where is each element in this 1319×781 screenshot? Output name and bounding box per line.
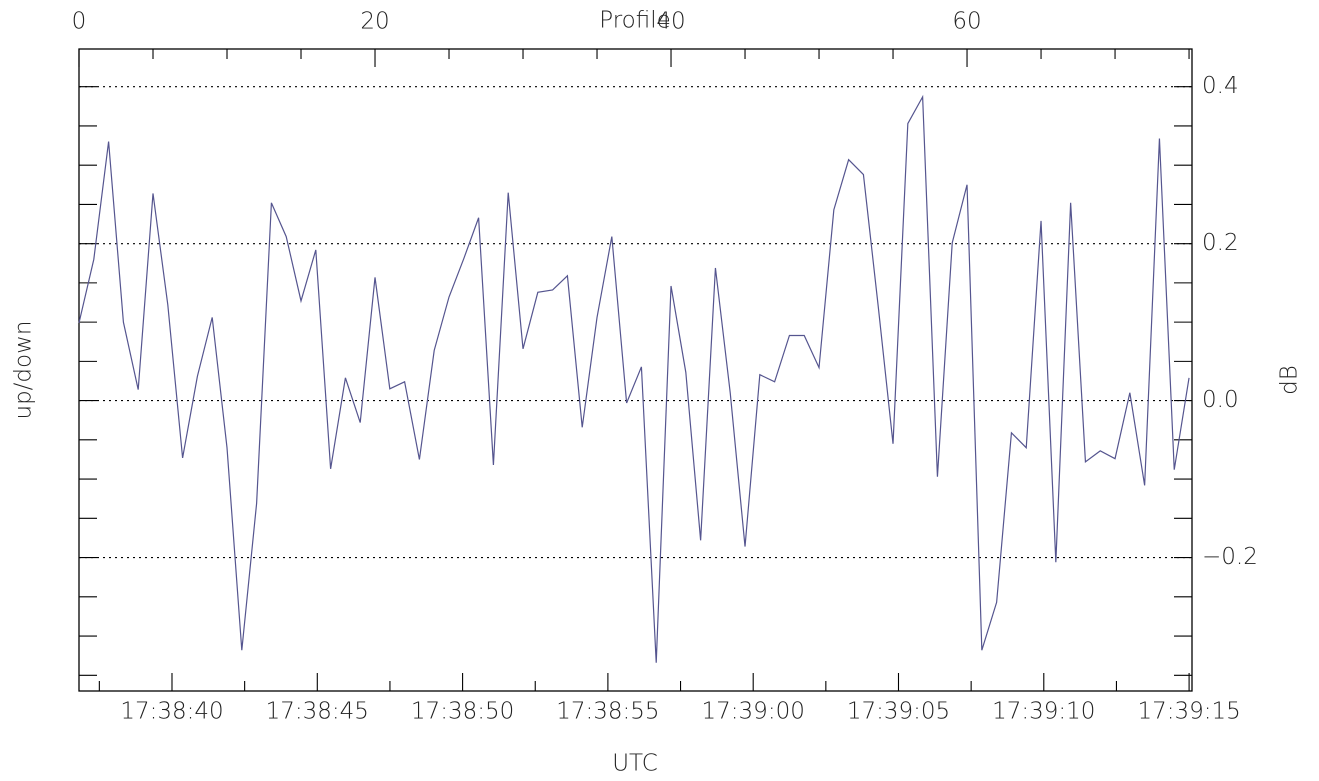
x-tick-label: 40 (656, 9, 685, 35)
y2-tick-label: −0.2 (1202, 544, 1258, 570)
x2-tick-label: 17:39:10 (992, 699, 1095, 725)
x-tick-label: 60 (952, 9, 981, 35)
data-line (78, 94, 1190, 663)
plot-frame (78, 48, 1193, 692)
x2-tick-label: 17:38:40 (120, 699, 223, 725)
x2-tick-label: 17:38:50 (411, 699, 514, 725)
x2-tick-label: 17:38:55 (556, 699, 659, 725)
y2-tick-label: 0.0 (1202, 387, 1239, 413)
x2-tick-label: 17:38:45 (266, 699, 369, 725)
x2-label: UTC (612, 751, 658, 777)
x2-tick-label: 17:39:05 (847, 699, 950, 725)
y2-label: dB (1277, 365, 1303, 395)
x-tick-label: 20 (360, 9, 389, 35)
x2-tick-label: 17:39:15 (1137, 699, 1240, 725)
y-label: up/down (11, 321, 37, 420)
y2-tick-label: 0.2 (1202, 230, 1239, 256)
x2-tick-label: 17:39:00 (702, 699, 805, 725)
x-tick-label: 0 (72, 9, 87, 35)
x-label: Profile (599, 8, 671, 34)
y2-tick-label: 0.4 (1202, 73, 1239, 99)
